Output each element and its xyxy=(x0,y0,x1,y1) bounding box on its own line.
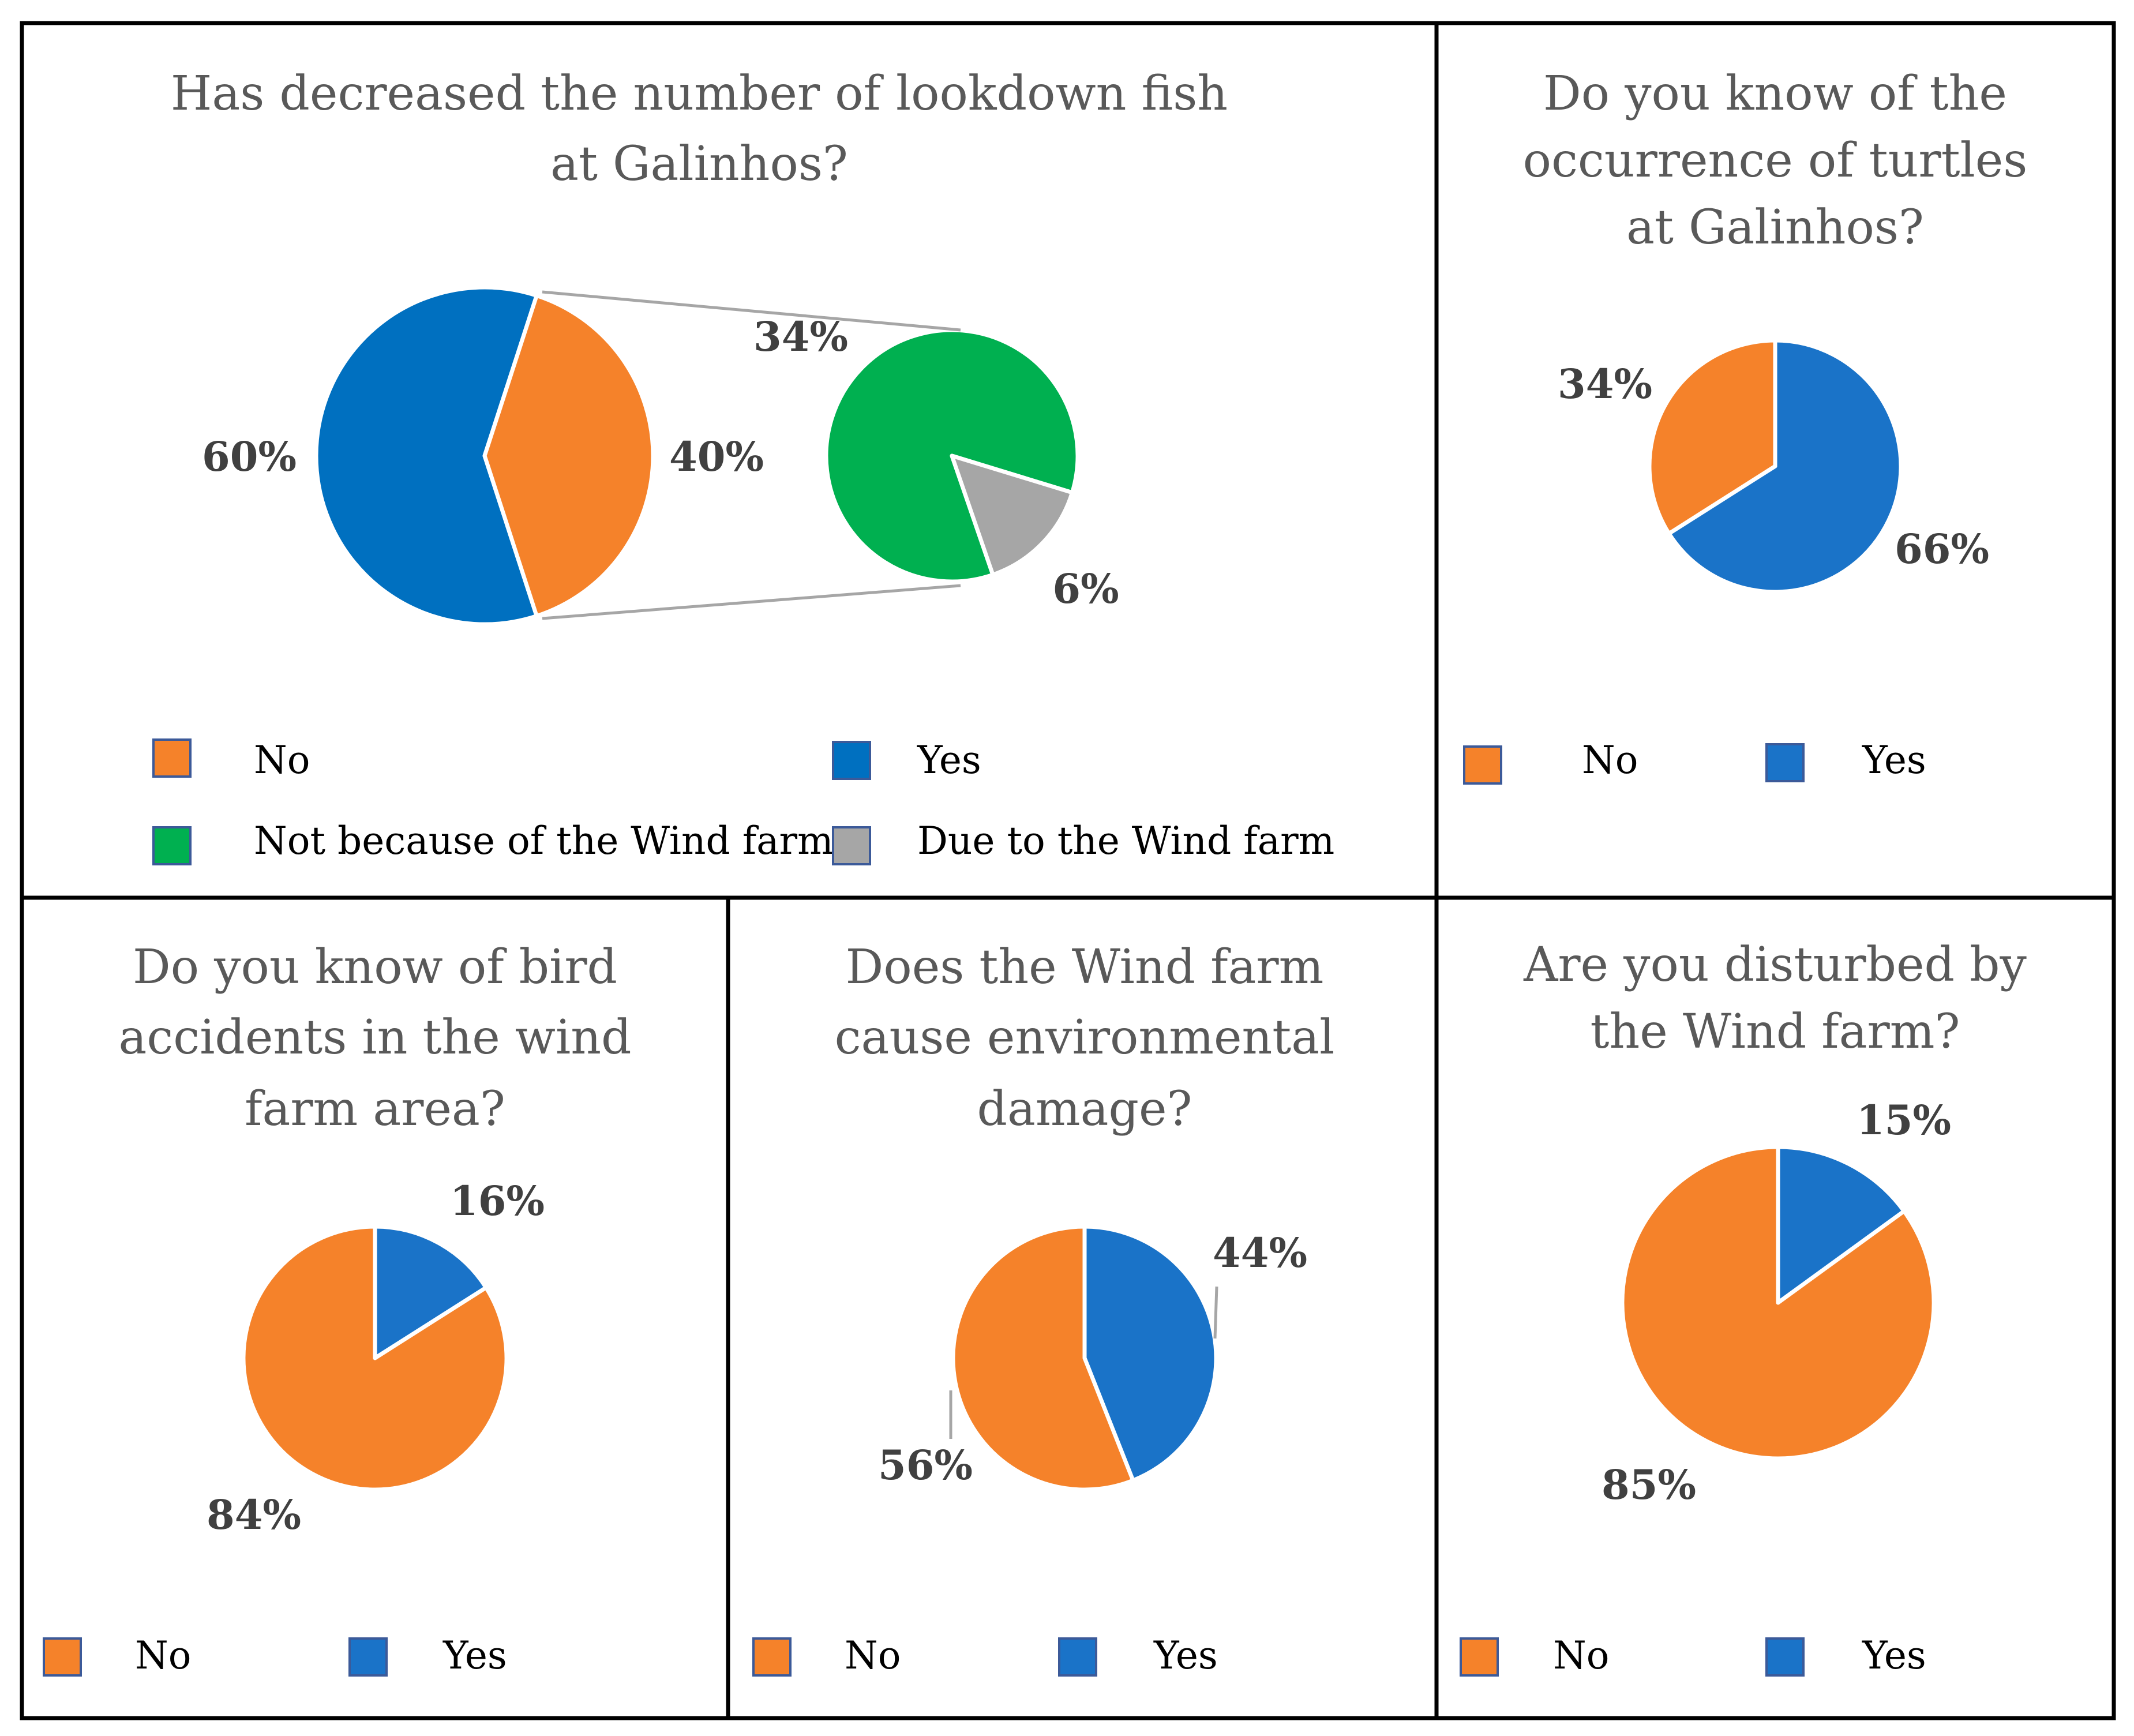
panel-fish: Has decreased the number of lookdown fis… xyxy=(152,66,1334,865)
leader-line-yes xyxy=(1213,1286,1218,1339)
pie-slice-yes xyxy=(314,285,539,627)
legend-label-no: No xyxy=(1582,738,1638,782)
chart-title-line: occurrence of turtles xyxy=(1523,133,2028,188)
legend-swatch-no xyxy=(752,1637,792,1677)
chart-title-line: Do you know of the xyxy=(1543,66,2007,121)
legend-label-no: No xyxy=(135,1633,192,1678)
legend-label-not-because: Not because of the Wind farm xyxy=(254,819,834,863)
chart-title-line: the Wind farm? xyxy=(1591,1004,1960,1059)
pie-slice-due-to xyxy=(950,453,1074,577)
pie-slice-no xyxy=(482,293,655,618)
legend: No Yes Not because of the Wind farm Due … xyxy=(152,738,1334,865)
chart-title-line: damage? xyxy=(977,1082,1192,1137)
legend-label-yes: Yes xyxy=(917,738,981,782)
panel-turtles: Do you know of the occurrence of turtles… xyxy=(1463,66,2028,785)
legend-label-no: No xyxy=(254,738,310,782)
pie-slice-no xyxy=(1620,1145,1936,1461)
chart-title-line: Are you disturbed by xyxy=(1523,938,2027,992)
panel-disturbed: Are you disturbed by the Wind farm? 15% … xyxy=(1460,938,2027,1678)
legend-label-yes: Yes xyxy=(1862,738,1926,782)
birds-pie xyxy=(241,1224,509,1492)
legend-swatch-yes xyxy=(832,741,871,780)
pie-slice-yes xyxy=(373,1224,489,1360)
connector-line-top xyxy=(542,290,961,332)
chart-title-line: cause environmental xyxy=(835,1010,1335,1065)
chart-title-line: Do you know of bird xyxy=(133,940,617,995)
pie-label-due-to: 6% xyxy=(1052,565,1119,613)
pie-label-no: 34% xyxy=(1558,360,1652,408)
pie-slice-yes xyxy=(1776,1145,1906,1305)
legend-label-yes: Yes xyxy=(442,1633,507,1678)
legend-swatch-due-to xyxy=(832,826,871,865)
connector-lines xyxy=(542,290,961,620)
legend-label-yes: Yes xyxy=(1153,1633,1218,1678)
legend-swatch-no xyxy=(43,1637,82,1677)
legend-label-no: No xyxy=(845,1633,901,1678)
panel-damage: Does the Wind farm cause environmental d… xyxy=(752,940,1335,1678)
legend: No Yes xyxy=(752,1633,1218,1678)
legend-label-no: No xyxy=(1553,1633,1610,1678)
legend: No Yes xyxy=(1463,738,1926,785)
chart-title-line: at Galinhos? xyxy=(550,137,848,192)
pie-label-not-because: 34% xyxy=(753,313,848,361)
outer-border xyxy=(20,21,2116,1720)
connector-line-bottom xyxy=(542,584,961,620)
pie-label-no: 84% xyxy=(207,1491,301,1539)
chart-title-line: Has decreased the number of lookdown fis… xyxy=(171,66,1228,121)
panel-grid xyxy=(20,21,2116,1720)
legend-label-yes: Yes xyxy=(1862,1633,1926,1678)
pie-label-no: 56% xyxy=(878,1441,973,1489)
pie-label-yes: 66% xyxy=(1895,525,1989,573)
pie-label-yes: 15% xyxy=(1857,1096,1951,1144)
legend-swatch-not-because xyxy=(152,826,192,865)
chart-title-line: accidents in the wind xyxy=(118,1010,631,1065)
fish-main-pie xyxy=(314,285,655,627)
legend-swatch-yes xyxy=(1765,1637,1805,1677)
chart-title-line: farm area? xyxy=(245,1082,505,1137)
legend-swatch-yes xyxy=(1058,1637,1097,1677)
turtles-pie xyxy=(1647,338,1903,594)
damage-pie xyxy=(951,1224,1218,1492)
legend-swatch-no xyxy=(1460,1637,1499,1677)
pie-label-yes: 60% xyxy=(202,433,297,481)
pie-slice-yes xyxy=(1667,338,1903,594)
legend-swatch-yes xyxy=(1765,743,1805,782)
pie-slice-no xyxy=(951,1224,1135,1492)
pie-label-yes: 16% xyxy=(450,1177,545,1225)
chart-title-line: at Galinhos? xyxy=(1626,200,1924,255)
leader-lines xyxy=(949,1286,1218,1439)
legend: No Yes xyxy=(1460,1633,1926,1678)
fish-breakdown-pie xyxy=(824,328,1080,584)
pie-label-no: 85% xyxy=(1602,1461,1696,1509)
pie-slice-no xyxy=(241,1224,509,1492)
legend-swatch-yes xyxy=(348,1637,388,1677)
chart-title-line: Does the Wind farm xyxy=(846,940,1324,995)
pie-label-no: 40% xyxy=(669,433,764,481)
pie-slice-no xyxy=(1647,338,1777,536)
legend-label-due-to: Due to the Wind farm xyxy=(917,819,1334,863)
legend-swatch-no xyxy=(1463,745,1502,785)
pie-label-yes: 44% xyxy=(1213,1229,1307,1277)
panel-birds: Do you know of bird accidents in the win… xyxy=(43,940,632,1678)
legend: No Yes xyxy=(43,1633,507,1678)
legend-swatch-no xyxy=(152,738,192,778)
disturbed-pie xyxy=(1620,1145,1936,1461)
